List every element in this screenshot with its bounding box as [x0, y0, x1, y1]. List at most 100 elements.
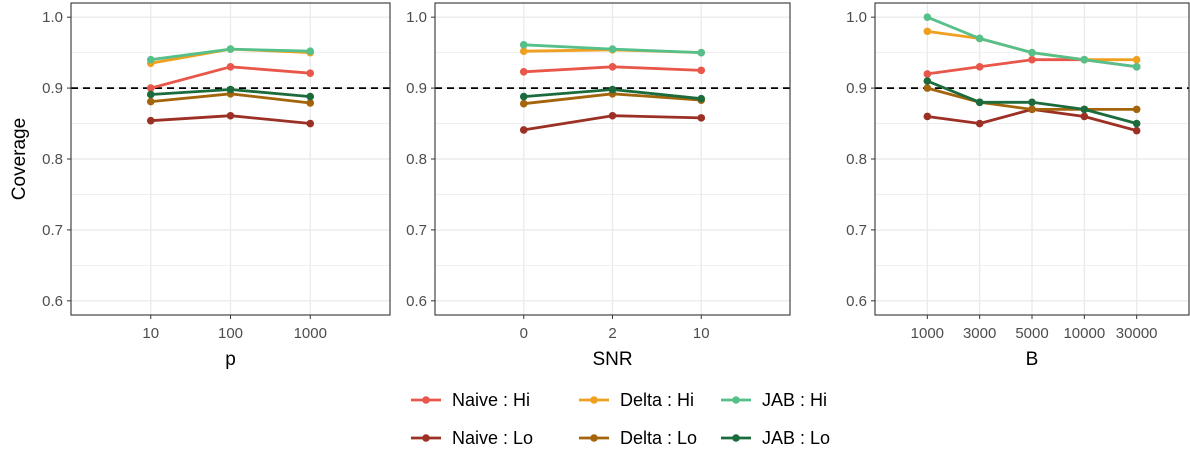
- data-point: [226, 111, 235, 120]
- y-tick-label: 0.8: [406, 151, 427, 168]
- chart-panel-3: 0.6 0.7 0.8 0.9 1.0 1000 3000 5000 10000 30000 B: [846, 2, 1190, 370]
- data-point: [519, 126, 528, 134]
- data-point: [519, 92, 528, 101]
- legend-item: Naive : Hi: [411, 390, 530, 410]
- data-point: [226, 63, 235, 71]
- y-tick-label: 0.9: [846, 80, 867, 97]
- y-tick-label: 1.0: [406, 9, 427, 26]
- legend-label: Naive : Hi: [452, 390, 530, 410]
- legend-label: Naive : Lo: [452, 428, 533, 448]
- y-tick-label: 0.6: [42, 293, 63, 310]
- x-tick-label: 3000: [963, 325, 996, 342]
- data-point: [975, 98, 984, 107]
- y-tick-label: 0.9: [406, 80, 427, 97]
- y-tick-label: 0.7: [42, 222, 63, 239]
- x-tick-label: 1000: [911, 325, 944, 342]
- y-tick-label: 0.9: [42, 80, 63, 97]
- data-point: [1080, 55, 1089, 64]
- y-tick-label: 0.8: [846, 151, 867, 168]
- data-point: [608, 85, 617, 94]
- data-point: [1028, 55, 1036, 64]
- data-point: [519, 41, 528, 49]
- legend-key-point: [732, 434, 740, 442]
- x-tick-label: 10000: [1063, 325, 1105, 342]
- y-tick-label: 0.7: [406, 222, 427, 239]
- data-point: [697, 66, 706, 75]
- legend-item: JAB : Hi: [721, 390, 827, 410]
- data-point: [697, 48, 706, 57]
- x-axis-title: p: [225, 349, 236, 370]
- data-point: [923, 112, 932, 121]
- x-axis-title: B: [1026, 349, 1039, 370]
- data-point: [519, 47, 528, 56]
- data-point: [608, 63, 617, 71]
- data-point: [697, 94, 706, 103]
- x-tick-label: 2: [608, 325, 616, 342]
- data-point: [146, 116, 155, 125]
- data-point: [1028, 48, 1036, 57]
- data-point: [1132, 63, 1141, 71]
- legend-key-point: [590, 396, 598, 404]
- x-tick-label: 1000: [294, 325, 327, 342]
- data-point: [306, 47, 315, 56]
- data-point: [1080, 105, 1089, 114]
- x-tick-label: 30000: [1116, 325, 1158, 342]
- y-tick-label: 0.6: [406, 293, 427, 310]
- y-tick-label: 1.0: [42, 9, 63, 26]
- data-point: [226, 45, 235, 53]
- legend-key-point: [422, 434, 430, 442]
- x-tick-label: 5000: [1015, 325, 1048, 342]
- y-tick-label: 1.0: [846, 9, 867, 26]
- legend-key-point: [422, 396, 430, 404]
- x-tick-label: 10: [693, 325, 710, 342]
- data-point: [519, 67, 528, 76]
- data-point: [226, 85, 235, 94]
- y-tick-label: 0.6: [846, 293, 867, 310]
- x-tick-label: 0: [520, 325, 528, 342]
- legend-label: JAB : Hi: [762, 390, 827, 410]
- data-point: [1132, 119, 1141, 128]
- data-point: [923, 84, 932, 92]
- chart-panel-2: 0.6 0.7 0.8 0.9 1.0 0 2 10 SNR: [406, 2, 791, 370]
- data-point: [923, 13, 932, 21]
- x-tick-label: 100: [218, 325, 243, 342]
- data-point: [146, 90, 155, 99]
- data-point: [697, 114, 706, 122]
- data-point: [923, 77, 932, 85]
- data-point: [146, 97, 155, 106]
- legend-item: Naive : Lo: [411, 428, 533, 448]
- legend-label: Delta : Lo: [620, 428, 697, 448]
- y-tick-label: 0.7: [846, 222, 867, 239]
- data-point: [1132, 55, 1141, 64]
- data-point: [306, 119, 315, 128]
- data-point: [1132, 105, 1141, 114]
- y-tick-label: 0.8: [42, 151, 63, 168]
- data-point: [975, 34, 984, 43]
- legend-key-point: [732, 396, 740, 404]
- data-point: [306, 69, 315, 77]
- y-axis-title: Coverage: [9, 118, 30, 200]
- data-point: [1080, 112, 1089, 121]
- legend: Naive : Hi Delta : Hi JAB : Hi Naive : Lo De…: [411, 390, 830, 448]
- legend-item: JAB : Lo: [721, 428, 830, 448]
- data-point: [519, 99, 528, 108]
- legend-key-point: [590, 434, 598, 442]
- data-point: [923, 70, 932, 78]
- data-point: [146, 55, 155, 64]
- legend-item: Delta : Lo: [579, 428, 697, 448]
- data-point: [306, 99, 315, 107]
- data-point: [1132, 126, 1141, 135]
- legend-item: Delta : Hi: [579, 390, 694, 410]
- data-point: [1028, 105, 1036, 114]
- legend-label: Delta : Hi: [620, 390, 694, 410]
- x-tick-label: 10: [142, 325, 159, 342]
- data-point: [975, 119, 984, 128]
- x-axis-title: SNR: [592, 349, 632, 370]
- data-point: [608, 45, 617, 53]
- legend-label: JAB : Lo: [762, 428, 830, 448]
- data-point: [306, 92, 315, 101]
- data-point: [608, 111, 617, 120]
- data-point: [923, 27, 932, 36]
- data-point: [1028, 98, 1036, 107]
